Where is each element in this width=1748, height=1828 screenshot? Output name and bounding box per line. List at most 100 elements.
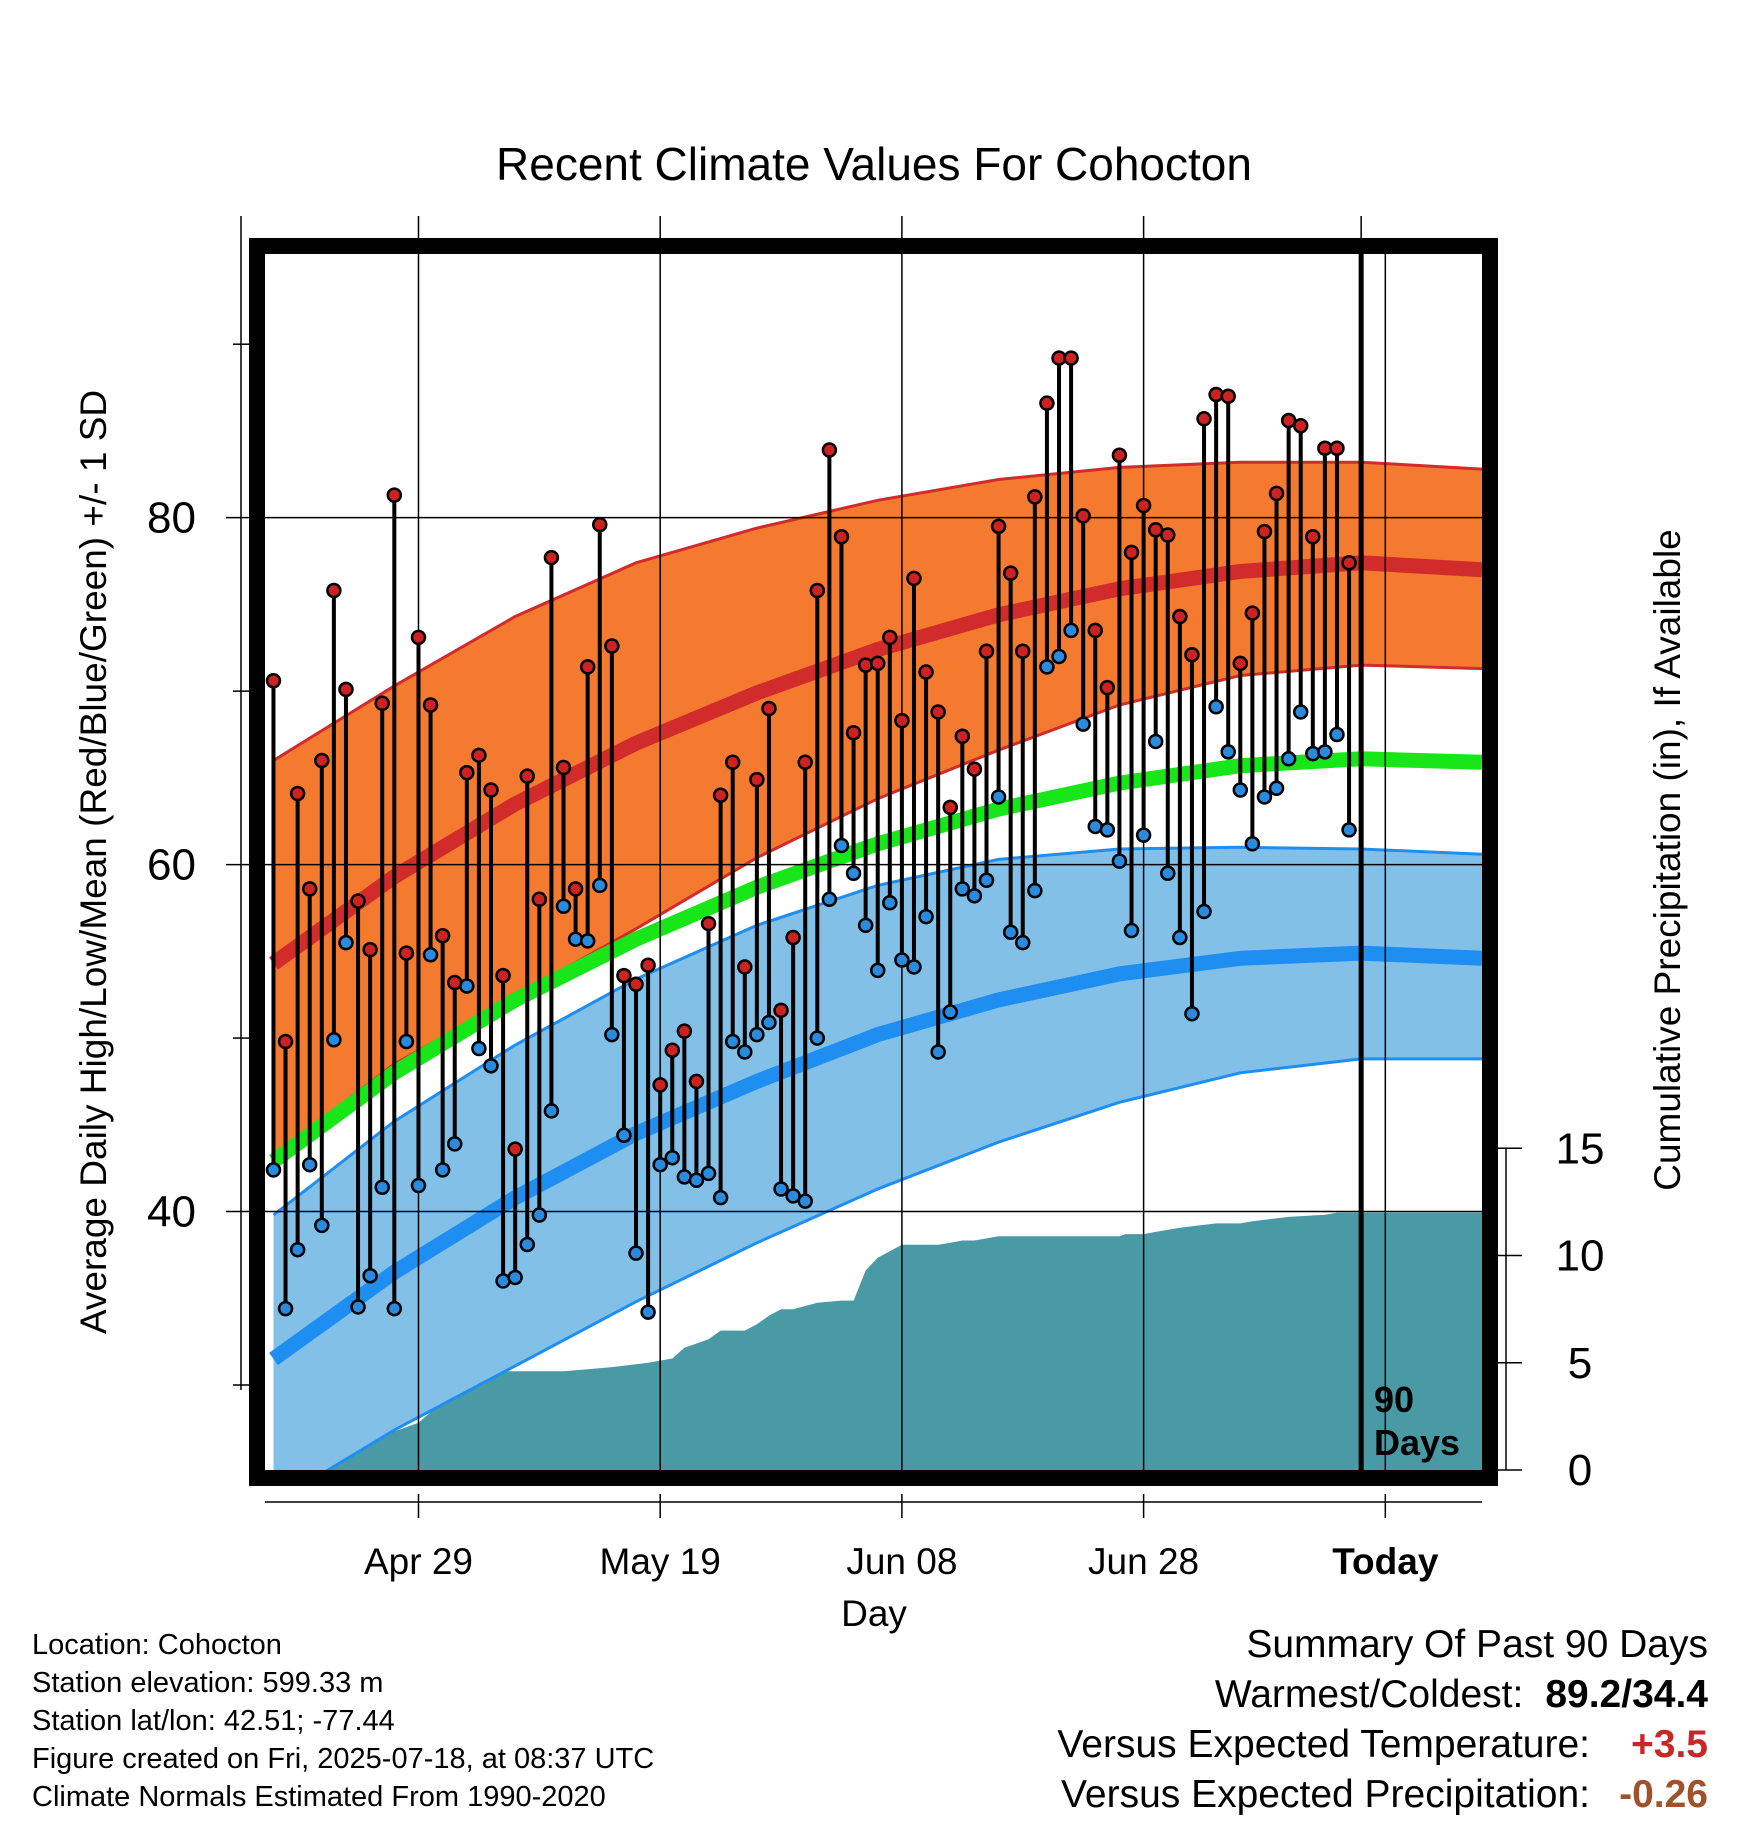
high-point — [688, 1073, 705, 1090]
low-point — [1147, 733, 1164, 750]
summary-panel: Summary Of Past 90 Days Warmest/Coldest:… — [1057, 1620, 1708, 1820]
low-point — [1232, 782, 1249, 798]
x-axis: Apr 29 May 19 Jun 08 Jun 28 Today — [265, 216, 1482, 1582]
precip-layer — [273, 1212, 1482, 1470]
right-axis-tick-label-2: 10 — [1556, 1232, 1605, 1281]
low-point — [942, 1004, 958, 1020]
x-axis-tick-label-0: Apr 29 — [364, 1541, 473, 1582]
low-point — [1051, 648, 1067, 665]
low-point — [737, 1044, 753, 1060]
high-point — [1039, 395, 1055, 411]
low-normal-line — [269, 945, 1482, 1366]
low-point — [882, 895, 898, 911]
high-point — [918, 664, 934, 680]
info-created: Figure created on Fri, 2025-07-18, at 08… — [32, 1743, 655, 1775]
high-point — [1160, 527, 1176, 543]
right-axis-tick-label-0: 0 — [1568, 1446, 1592, 1495]
low-point — [616, 1127, 632, 1143]
low-point — [301, 1156, 318, 1173]
low-point — [1075, 716, 1091, 732]
high-point — [362, 941, 378, 958]
low-point — [918, 908, 934, 925]
left-axis-tick-label-1: 60 — [147, 841, 196, 890]
low-point — [869, 962, 886, 979]
high-point — [1172, 608, 1188, 625]
high-point — [833, 529, 850, 545]
high-point — [869, 655, 886, 672]
low-point — [1015, 934, 1031, 951]
low-point — [845, 865, 862, 882]
low-point — [954, 881, 971, 897]
high-point — [507, 1141, 523, 1157]
low-point — [1208, 698, 1224, 715]
high-point — [1015, 643, 1031, 659]
plot-frame — [249, 238, 1498, 1486]
x-axis-tick-label-1: May 19 — [600, 1541, 721, 1582]
high-point — [640, 957, 656, 973]
low-point — [422, 947, 439, 963]
low-point — [809, 1030, 826, 1046]
low-point — [289, 1241, 306, 1258]
today-days-label-word: Days — [1374, 1422, 1460, 1463]
high-point — [471, 747, 487, 764]
high-point — [1002, 565, 1019, 581]
low-point — [652, 1156, 668, 1173]
low-point — [362, 1267, 378, 1284]
high-point — [954, 728, 971, 744]
low-point — [761, 1014, 777, 1031]
high-point — [845, 725, 862, 741]
high-point — [398, 945, 415, 961]
warmest-coldest-value: 89.2/34.4 — [1545, 1673, 1708, 1716]
x-axis-tick-label-2: Jun 08 — [846, 1541, 957, 1582]
high-point — [1220, 388, 1236, 404]
high-point — [761, 700, 777, 717]
high-point — [1305, 529, 1321, 545]
low-point — [1280, 751, 1297, 767]
low-point — [483, 1058, 499, 1074]
high-point — [906, 570, 922, 587]
high-point — [616, 967, 632, 984]
low-point — [906, 959, 922, 975]
low-point — [1123, 922, 1140, 939]
low-point — [640, 1304, 656, 1320]
high-point — [1075, 508, 1091, 524]
high-point — [386, 487, 403, 503]
high-point — [1184, 646, 1200, 663]
high-point — [724, 754, 741, 771]
low-point — [555, 898, 572, 914]
low-point — [604, 1026, 620, 1043]
low-point — [1220, 744, 1236, 760]
temp-value: +3.5 — [1631, 1723, 1708, 1766]
high-point — [495, 967, 511, 984]
high-point — [1111, 447, 1128, 463]
low-point — [700, 1165, 717, 1182]
high-point — [1063, 350, 1079, 366]
summary-temp: Versus Expected Temperature: +3.5 — [1057, 1720, 1708, 1770]
high-point — [773, 1002, 789, 1019]
low-point — [1039, 659, 1055, 675]
low-point — [1002, 924, 1019, 941]
high-point — [277, 1033, 294, 1050]
high-point — [1027, 489, 1043, 505]
low-point — [797, 1193, 813, 1209]
low-point — [314, 1217, 330, 1234]
low-point — [1099, 822, 1116, 838]
low-point — [857, 917, 874, 934]
low-point — [1063, 622, 1079, 639]
low-point — [712, 1189, 729, 1206]
y-axis-label-right: Cumulative Precipitation (in), If Availa… — [1647, 529, 1688, 1191]
high-point — [652, 1077, 668, 1093]
low-point — [930, 1044, 946, 1060]
low-point — [265, 1162, 282, 1178]
low-point — [1027, 882, 1043, 899]
high-point — [966, 761, 983, 777]
high-point — [301, 881, 318, 897]
daily-points-layer — [265, 350, 1357, 1320]
low-point — [978, 872, 995, 888]
x-axis-tick-label-3: Jun 28 — [1088, 1541, 1199, 1582]
y-axis-label-left: Average Daily High/Low/Mean (Red/Blue/Gr… — [73, 390, 114, 1334]
left-axis-tick-label-2: 80 — [147, 494, 196, 543]
low-point — [724, 1033, 741, 1050]
high-point — [350, 893, 366, 909]
